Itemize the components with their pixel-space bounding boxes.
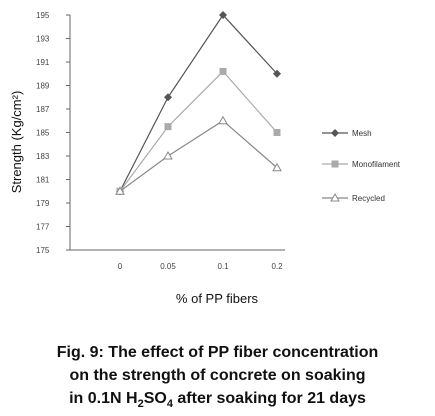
- y-tick-label: 193: [36, 35, 50, 44]
- legend-label: Monofilament: [352, 160, 401, 169]
- y-tick-label: 175: [36, 246, 50, 255]
- series-mesh: [116, 11, 281, 196]
- caption-line-3-part-2: SO: [143, 390, 167, 407]
- data-point: [219, 67, 227, 75]
- data-point: [163, 150, 173, 160]
- series-recycled: [115, 115, 282, 195]
- y-tick-label: 181: [36, 176, 50, 185]
- legend-item: Mesh: [322, 129, 372, 138]
- x-tick-label: 0.2: [271, 262, 283, 271]
- y-tick-label: 191: [36, 58, 50, 67]
- legend-item: Recycled: [322, 192, 385, 203]
- x-tick-label: 0.1: [217, 262, 229, 271]
- legend-marker: [330, 192, 340, 202]
- legend-marker: [331, 129, 339, 137]
- y-tick-label: 185: [36, 129, 50, 138]
- data-point: [218, 115, 228, 125]
- legend: Mesh Monofilament Recycled: [322, 129, 401, 203]
- data-point: [273, 129, 281, 136]
- series-line: [119, 14, 278, 192]
- legend-label: Recycled: [352, 194, 385, 203]
- data-point: [219, 11, 227, 19]
- series-group: [115, 11, 282, 196]
- caption-subscript-2: 2: [137, 398, 144, 411]
- legend-item: Monofilament: [322, 160, 401, 169]
- data-point: [115, 186, 125, 195]
- data-point: [164, 123, 172, 131]
- series-line: [119, 70, 278, 192]
- caption-line-1: Fig. 9: The effect of PP fiber concentra…: [56, 344, 379, 361]
- y-tick-label: 195: [36, 11, 50, 20]
- y-axis-title: Strength (Kg/cm²): [9, 91, 24, 194]
- y-tick-label: 183: [36, 152, 50, 161]
- legend-label: Mesh: [352, 129, 372, 138]
- data-point: [273, 69, 281, 78]
- y-tick-label: 179: [36, 199, 50, 208]
- caption-line-3-part-1: in 0.1N H: [69, 390, 138, 407]
- caption-subscript-4: 4: [166, 398, 173, 411]
- series-line: [119, 120, 278, 192]
- data-point: [164, 93, 172, 102]
- x-axis: 0 0.05 0.1 0.2: [70, 249, 285, 271]
- caption-line-2: on the strength of concrete on soaking: [69, 367, 366, 384]
- caption-line-3: in 0.1N H2SO4 after soaking for 21 days: [0, 387, 435, 410]
- y-tick-label: 187: [36, 105, 50, 114]
- y-axis: 175 177 179 181 183 185 187 189 191 193 195: [36, 11, 71, 255]
- figure-caption: Fig. 9: The effect of PP fiber concentra…: [0, 341, 435, 410]
- x-axis-title: % of PP fibers: [176, 291, 259, 306]
- x-tick-label: 0.05: [160, 262, 176, 271]
- caption-line-3-part-3: after soaking for 21 days: [172, 390, 366, 407]
- y-tick-label: 177: [36, 223, 50, 232]
- x-ticks: 0 0.05 0.1 0.2: [118, 262, 283, 271]
- data-point: [272, 162, 282, 172]
- y-ticks: 175 177 179 181 183 185 187 189 191 193 195: [36, 11, 70, 255]
- y-tick-label: 189: [36, 82, 50, 91]
- legend-marker: [331, 160, 339, 168]
- x-tick-label: 0: [118, 262, 123, 271]
